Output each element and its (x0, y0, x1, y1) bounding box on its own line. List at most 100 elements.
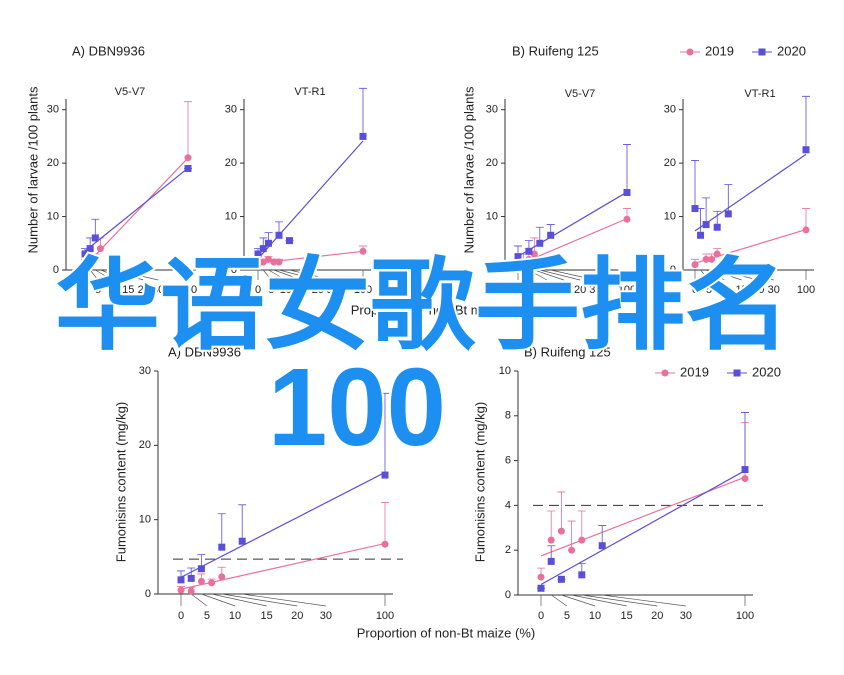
x-tick-label: 10 (589, 610, 601, 622)
x-tick-label: 20 (291, 610, 303, 622)
legend-label: 2020 (752, 364, 781, 379)
point (187, 574, 195, 582)
x-tick-label: 0 (692, 284, 698, 296)
point (184, 164, 192, 172)
point (275, 231, 283, 239)
point (197, 565, 205, 573)
y-tick-label: 20 (225, 157, 237, 169)
x-tick-label: 15 (261, 610, 273, 622)
x-tick (581, 594, 658, 607)
point (557, 527, 565, 535)
x-tick-label: 0 (82, 284, 88, 296)
x-tick (550, 269, 596, 281)
trend-line (257, 140, 364, 260)
point (184, 154, 192, 162)
error-bar (567, 520, 576, 551)
x-tick-label: 30 (768, 284, 780, 296)
y-tick-label: 6 (505, 455, 511, 467)
x-tick (602, 594, 686, 607)
error-bar (381, 502, 389, 545)
y-tick-label: 0 (670, 264, 676, 276)
y-tick-label: 8 (505, 410, 511, 422)
x-tick (700, 269, 710, 281)
point (86, 245, 94, 253)
error-bar (724, 184, 733, 214)
x-tick (105, 269, 144, 281)
error-bar (702, 197, 711, 225)
point (259, 258, 267, 266)
x-tick (278, 269, 318, 281)
chart-title: B) Ruifeng 125 (512, 43, 599, 58)
point (91, 234, 99, 242)
error-bar (238, 504, 247, 542)
error-bar (557, 491, 566, 532)
point (91, 255, 99, 263)
x-tick (89, 269, 99, 281)
legend-label: 2019 (680, 364, 709, 379)
point (578, 571, 586, 579)
panel-title: V5-V7 (115, 86, 146, 98)
y-tick-label: 30 (139, 365, 151, 377)
point (254, 261, 262, 269)
point (265, 239, 272, 247)
panel-title: V5-V7 (565, 88, 596, 100)
y-axis-label: Fumonisins content (mg/kg) (113, 402, 128, 562)
point (702, 255, 710, 263)
point (359, 247, 367, 255)
panel-title: VT-R1 (294, 86, 325, 98)
x-tick-label: 0 (515, 284, 521, 296)
x-tick-label: 0 (538, 610, 544, 622)
x-tick (268, 269, 286, 281)
trend-line (84, 167, 189, 252)
point (530, 250, 538, 258)
error-bar (802, 208, 810, 230)
x-tick-label: 10 (718, 284, 730, 296)
x-tick-label: 100 (618, 284, 636, 296)
x-tick-label: 5 (204, 610, 210, 622)
x-tick-label: 0 (178, 610, 184, 622)
y-tick-label: 10 (47, 210, 59, 222)
error-bar (577, 510, 586, 541)
trend-line (540, 470, 746, 586)
point (381, 540, 389, 548)
x-tick (705, 269, 725, 281)
x-tick-label: 15 (621, 610, 633, 622)
x-tick (273, 269, 303, 281)
point (802, 146, 810, 154)
x-tick-label: 20 (574, 284, 586, 296)
x-tick-label: 30 (680, 610, 692, 622)
trend-line (517, 191, 628, 257)
point (197, 577, 205, 585)
chart-title: A) DBN9936 (72, 43, 145, 58)
error-bar (381, 392, 389, 476)
x-tick (571, 594, 627, 607)
point (381, 471, 389, 479)
x-tick-label: 5 (564, 610, 570, 622)
point (724, 210, 732, 218)
y-tick-label: 0 (231, 264, 237, 276)
y-axis-label: Number of larvae /100 plants (25, 86, 40, 253)
y-tick-label: 20 (47, 157, 59, 169)
point (187, 587, 195, 595)
x-tick (728, 269, 774, 281)
x-tick-label: 15 (296, 284, 308, 296)
x-tick-label: 5 (268, 284, 274, 296)
point (697, 231, 705, 239)
point (623, 215, 631, 223)
point (598, 542, 606, 550)
chart-title: B) Ruifeng 125 (524, 344, 611, 359)
x-tick-label: 100 (354, 284, 372, 296)
point (359, 132, 367, 140)
point (81, 250, 89, 258)
error-bar (696, 208, 705, 236)
point (218, 573, 226, 581)
point (713, 250, 721, 258)
y-tick-label: 20 (139, 439, 151, 451)
x-tick-label: 20 (312, 284, 324, 296)
x-tick-label: 100 (179, 284, 197, 296)
trend-line (180, 542, 386, 590)
point (547, 536, 555, 544)
point (286, 237, 293, 245)
x-tick (211, 593, 267, 607)
x-tick (262, 269, 272, 281)
